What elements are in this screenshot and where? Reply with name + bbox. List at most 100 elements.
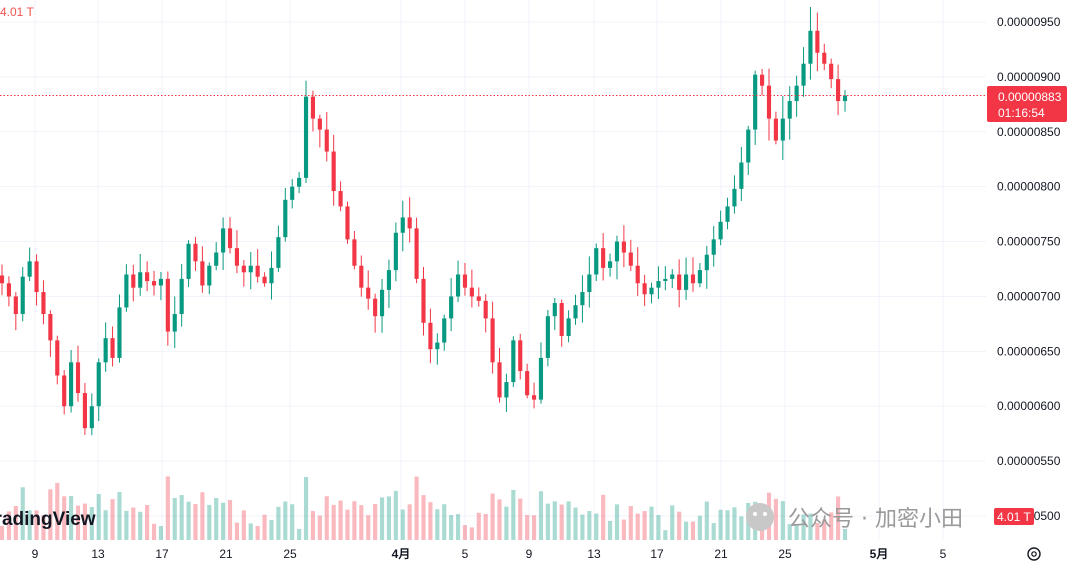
candle-body	[103, 338, 108, 363]
volume-bar	[442, 504, 447, 540]
volume-bar	[642, 511, 647, 540]
volume-bar	[739, 516, 744, 540]
candle-body	[704, 254, 709, 271]
candle-body	[559, 303, 564, 336]
wechat-icon-eye-left	[753, 512, 757, 516]
y-tick-label: 0.00000850	[997, 125, 1061, 139]
y-tick-label: 0.00000600	[997, 399, 1061, 413]
volume-bar	[670, 505, 675, 540]
candle-body	[6, 283, 11, 297]
volume-bar	[297, 528, 302, 540]
volume-bar	[179, 495, 184, 540]
volume-bar	[704, 501, 709, 540]
volume-bar	[718, 509, 723, 540]
candle-body	[221, 228, 226, 253]
candle-body	[48, 314, 53, 341]
candle-body	[725, 206, 730, 222]
volume-bar	[428, 502, 433, 540]
volume-bar	[269, 520, 274, 540]
candle-body	[172, 314, 177, 332]
volume-bar	[234, 522, 240, 540]
volume-header-label: 4.01 T	[0, 5, 34, 19]
candle-body	[435, 342, 440, 350]
candle-body	[614, 241, 620, 262]
volume-bar	[497, 499, 502, 540]
gear-icon[interactable]	[1027, 547, 1041, 561]
candle-body	[145, 272, 150, 282]
candle-body	[670, 274, 675, 279]
gear-icon-hub	[1031, 551, 1037, 557]
candle-body	[193, 243, 198, 262]
volume-bar	[103, 510, 108, 540]
volume-bar	[317, 515, 322, 540]
x-tick-label: 17	[650, 547, 664, 561]
candle-body	[338, 191, 343, 207]
volume-tag-value: 4.01 T	[997, 510, 1031, 524]
volume-bar	[393, 490, 398, 540]
candle-body	[324, 129, 329, 152]
volume-bar	[248, 523, 253, 540]
candle-body	[476, 296, 481, 301]
volume-bar	[13, 506, 18, 540]
candles[interactable]	[0, 7, 848, 436]
candle-body	[41, 292, 46, 315]
volume-bar	[462, 525, 468, 540]
volume-bar	[690, 521, 696, 540]
volume-bar	[808, 513, 813, 540]
candle-body	[718, 221, 723, 240]
volume-bar	[607, 520, 613, 540]
candle-body	[607, 261, 613, 268]
x-tick-label: 13	[91, 547, 105, 561]
y-tick-label: 0.00000950	[997, 15, 1061, 29]
candle-body	[393, 232, 398, 271]
candle-body	[442, 318, 447, 343]
candle-body	[621, 241, 626, 253]
volume-bar	[89, 506, 94, 540]
volume-bar	[794, 524, 799, 540]
candle-body	[34, 261, 39, 293]
volume-bar	[656, 515, 661, 540]
candle-body	[214, 252, 219, 266]
volume-bar	[635, 513, 640, 540]
volume-bar	[131, 507, 136, 540]
candle-body	[82, 393, 87, 429]
candle-body	[262, 276, 267, 284]
candle-body	[780, 118, 785, 141]
candle-body	[386, 270, 392, 290]
volume-bar	[552, 501, 557, 540]
last-price-tag: 0.00000883 01:16:54	[987, 86, 1067, 122]
candle-body	[462, 274, 468, 288]
volume-bar	[621, 519, 626, 540]
candle-body	[566, 318, 571, 336]
y-axis[interactable]: 0.00000950 0.00000900 0.00000850 0.00000800…	[997, 15, 1061, 523]
candle-body	[317, 118, 322, 130]
volume-bar	[815, 523, 820, 540]
last-price-tag-bg	[987, 86, 1067, 122]
volume-bar	[283, 501, 288, 540]
volume-bar	[110, 499, 115, 540]
candle-body	[227, 228, 233, 249]
candle-body	[642, 283, 647, 295]
candle-body	[400, 217, 405, 233]
volume-bar	[48, 489, 53, 540]
volume-bar	[386, 496, 392, 540]
volume-bar	[193, 504, 198, 540]
candle-body	[601, 248, 606, 268]
candle-body	[497, 362, 502, 398]
candle-body	[207, 265, 212, 286]
volume-bar	[310, 511, 316, 540]
volume-bar	[303, 476, 309, 540]
candle-body	[407, 217, 412, 229]
volume-bar	[711, 523, 716, 540]
volume-bar	[69, 495, 74, 540]
volume-bar	[20, 487, 25, 540]
x-axis[interactable]: 9 13 17 21 25 4月 5 9 13 17 21 25 5月 5	[32, 547, 947, 561]
volume-bar	[6, 511, 11, 540]
candle-body	[656, 281, 661, 288]
x-tick-label: 25	[283, 547, 297, 561]
wechat-icon-eye-right	[763, 512, 767, 516]
volume-bar	[165, 476, 170, 540]
candle-body	[545, 316, 550, 358]
